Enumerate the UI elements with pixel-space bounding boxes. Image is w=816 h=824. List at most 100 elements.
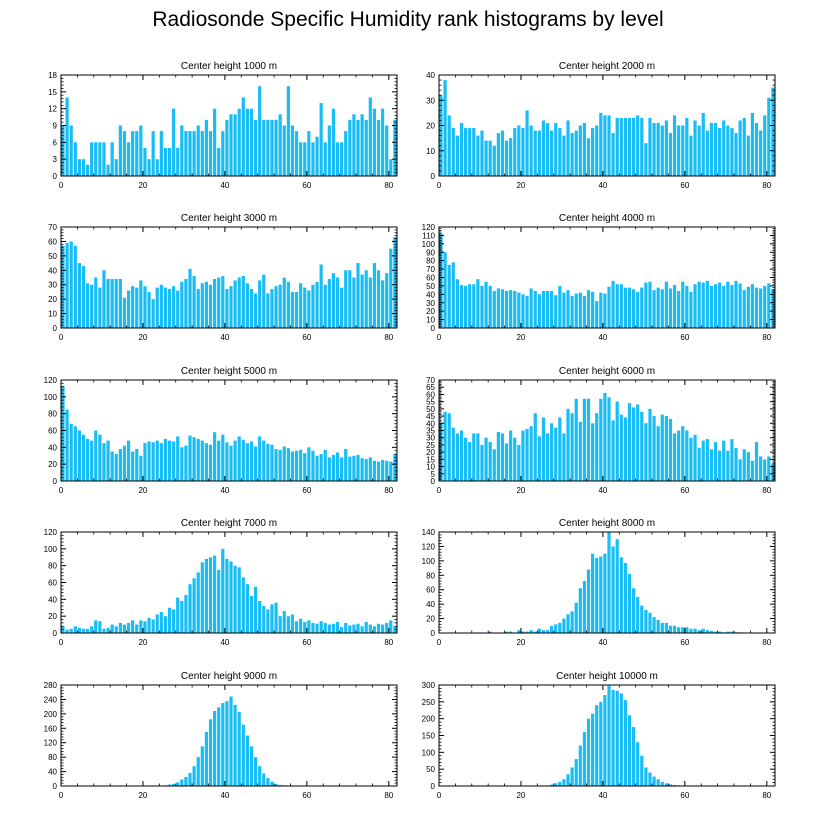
panel-title: Center height 2000 m: [559, 61, 655, 72]
y-tick-label: 0: [431, 172, 436, 181]
bar: [200, 562, 204, 633]
bar: [574, 130, 578, 176]
bar: [344, 131, 348, 176]
bar: [122, 445, 127, 481]
bar: [767, 97, 771, 176]
bar: [668, 418, 673, 481]
bar: [69, 423, 73, 481]
bar: [73, 245, 77, 328]
bar: [65, 409, 69, 481]
bar: [525, 296, 529, 328]
bar: [578, 125, 582, 176]
bar: [582, 398, 587, 481]
bar: [167, 784, 172, 786]
bar: [644, 609, 648, 633]
bar: [472, 128, 476, 176]
bar: [640, 287, 644, 328]
bar: [771, 289, 775, 328]
bar: [504, 443, 509, 481]
bar: [286, 616, 290, 633]
bar: [381, 459, 385, 481]
bar: [126, 290, 131, 328]
bar: [237, 436, 241, 481]
bar: [746, 135, 750, 176]
bar: [586, 138, 591, 177]
y-tick-label: 150: [422, 732, 436, 741]
panel-title: Center height 6000 m: [559, 366, 655, 377]
x-tick-label: 0: [59, 486, 64, 495]
bar: [443, 411, 447, 481]
panel-title: Center height 7000 m: [181, 518, 277, 529]
histogram-panel-6: Center height 6000 m05101520253035404550…: [426, 366, 776, 495]
bar: [582, 122, 587, 176]
bar: [677, 125, 681, 176]
bar: [196, 757, 200, 786]
bar: [742, 449, 746, 481]
bar: [550, 130, 554, 176]
bar: [311, 450, 315, 481]
bar: [619, 414, 623, 481]
bar: [537, 130, 541, 176]
bar: [533, 413, 537, 481]
histogram-panel-3: Center height 3000 m 0 10 20 30 40 50 60 70 0 20 40…: [48, 213, 398, 342]
bar: [217, 569, 221, 634]
bar: [644, 143, 648, 176]
y-tick-label: 70: [48, 223, 57, 232]
bar: [472, 433, 476, 481]
bar: [139, 125, 143, 176]
bar: [677, 627, 681, 633]
bar: [356, 623, 360, 633]
bar: [200, 283, 204, 328]
bar: [529, 426, 533, 481]
bar: [323, 449, 327, 481]
bar: [656, 122, 660, 176]
bar: [225, 558, 229, 633]
bar: [331, 273, 336, 328]
x-tick-label: 20: [138, 638, 147, 647]
bar: [172, 783, 176, 786]
bar: [85, 164, 90, 176]
bar: [143, 286, 147, 328]
bar: [319, 621, 323, 633]
y-tick-label: 40: [426, 71, 435, 80]
y-tick-label: 110: [422, 231, 435, 240]
bar: [615, 690, 619, 786]
bar: [631, 588, 636, 633]
bar: [631, 289, 636, 328]
bar: [69, 628, 73, 633]
bar: [90, 284, 94, 328]
bar: [172, 441, 176, 481]
x-tick-label: 60: [302, 486, 311, 495]
histogram-panel-7: Center height 7000 m 0 20 40 60 80 100 120 0 20 40…: [44, 518, 398, 647]
bar: [278, 284, 282, 328]
bar: [221, 548, 225, 633]
bar: [701, 112, 705, 177]
bar: [114, 454, 118, 481]
bar: [463, 437, 468, 481]
bar: [722, 120, 726, 176]
bar: [652, 776, 656, 786]
bar: [85, 283, 90, 328]
x-tick-label: 20: [138, 333, 147, 342]
bar: [221, 276, 225, 328]
x-tick-label: 80: [384, 181, 393, 190]
bar: [344, 622, 348, 633]
histogram-panel-10: Center height 10000 m 0 50 100 150 200 250 300 0…: [422, 671, 776, 800]
y-tick-label: 40: [426, 600, 435, 609]
bar: [188, 268, 192, 328]
y-tick-label: 20: [48, 460, 57, 469]
y-tick-label: 60: [48, 579, 57, 588]
y-tick-label: 20: [426, 307, 435, 316]
bar: [139, 455, 143, 481]
bar: [131, 620, 135, 634]
bar: [258, 436, 262, 481]
bar: [196, 438, 200, 481]
x-tick-label: 20: [138, 181, 147, 190]
y-tick-label: 60: [48, 237, 57, 246]
bar: [718, 631, 722, 633]
y-tick-label: 30: [426, 299, 435, 308]
bar: [147, 441, 151, 481]
bar: [763, 285, 767, 328]
bar: [767, 283, 771, 328]
bar: [599, 701, 603, 786]
